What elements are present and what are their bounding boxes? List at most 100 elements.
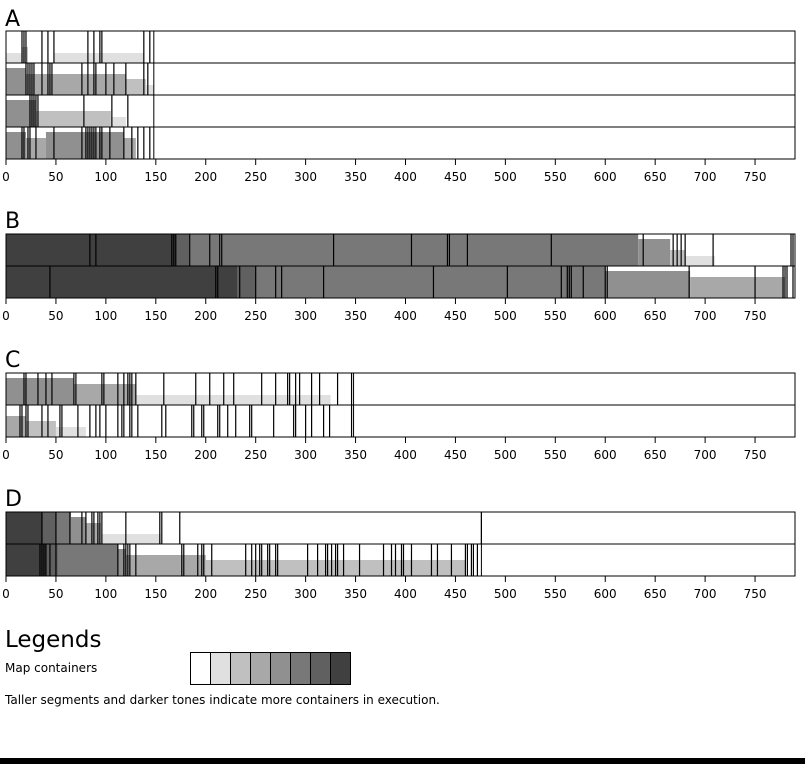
row-segment	[45, 132, 124, 159]
row-segment	[135, 395, 206, 405]
row-segment	[110, 117, 126, 127]
tick-label: 650	[644, 587, 667, 601]
tick-label: 300	[294, 170, 317, 184]
tick-label: 0	[2, 587, 10, 601]
tick-label: 250	[244, 309, 267, 323]
tick-label: 350	[344, 448, 367, 462]
row-background	[6, 95, 795, 127]
tick-label: 550	[544, 448, 567, 462]
tick-label: 500	[494, 587, 517, 601]
legend-swatch	[271, 653, 291, 684]
row-border	[5, 265, 796, 299]
row-segment	[73, 384, 136, 405]
tick-label: 600	[594, 309, 617, 323]
bottom-bar	[0, 758, 805, 764]
legend-title: Legends	[5, 627, 102, 653]
tick-label: 650	[644, 309, 667, 323]
legend-swatch	[191, 653, 211, 684]
tick-label: 700	[694, 170, 717, 184]
legend-swatch	[291, 653, 311, 684]
tick-label: 100	[94, 170, 117, 184]
tick-label: 250	[244, 587, 267, 601]
panel-label: A	[5, 7, 20, 32]
row-segment	[55, 512, 71, 544]
row-segment	[175, 234, 191, 266]
tick-label: 100	[94, 587, 117, 601]
row-segment	[123, 138, 136, 159]
panel-label: C	[5, 348, 20, 373]
row-segment	[6, 544, 40, 576]
tick-label: 50	[48, 170, 63, 184]
row-segment	[755, 277, 786, 298]
tick-label: 100	[94, 448, 117, 462]
tick-label: 600	[594, 448, 617, 462]
tick-label: 350	[344, 309, 367, 323]
row-segment	[6, 266, 50, 298]
tick-label: 750	[744, 587, 767, 601]
row-segment	[35, 111, 111, 127]
row-border	[5, 404, 796, 438]
row-segment	[605, 271, 691, 298]
tick-label: 700	[694, 309, 717, 323]
row-segment	[95, 74, 126, 95]
legend-swatches	[190, 652, 351, 685]
tick-label: 550	[544, 587, 567, 601]
tick-label: 650	[644, 448, 667, 462]
tick-label: 50	[48, 448, 63, 462]
tick-label: 200	[194, 170, 217, 184]
tick-label: 500	[494, 309, 517, 323]
row-segment	[41, 512, 56, 544]
tick-label: 400	[394, 170, 417, 184]
row-segment	[220, 234, 639, 266]
legend-swatch	[251, 653, 271, 684]
tick-label: 150	[144, 170, 167, 184]
row-segment	[6, 416, 26, 437]
tick-label: 150	[144, 309, 167, 323]
tick-label: 250	[244, 448, 267, 462]
legend-swatch	[331, 653, 350, 684]
tick-label: 250	[244, 170, 267, 184]
row-segment	[6, 378, 74, 405]
row-segment	[39, 544, 46, 576]
legend-note: Taller segments and darker tones indicat…	[5, 693, 440, 707]
tick-label: 50	[48, 309, 63, 323]
tick-label: 200	[194, 448, 217, 462]
row-segment	[21, 47, 28, 63]
tick-label: 50	[48, 587, 63, 601]
row-segment	[125, 555, 181, 576]
tick-label: 600	[594, 587, 617, 601]
row-segment	[255, 266, 276, 298]
tick-label: 750	[744, 448, 767, 462]
row-segment	[685, 256, 716, 266]
row-segment	[93, 53, 144, 63]
row-border	[5, 126, 796, 160]
tick-label: 550	[544, 170, 567, 184]
row-segment	[57, 544, 118, 576]
tick-label: 0	[2, 448, 10, 462]
panel-label: B	[5, 209, 20, 234]
tick-label: 300	[294, 448, 317, 462]
tick-label: 300	[294, 587, 317, 601]
tick-label: 100	[94, 309, 117, 323]
row-segment	[6, 68, 26, 95]
row-border	[5, 543, 796, 577]
tick-label: 200	[194, 587, 217, 601]
row-segment	[25, 421, 56, 437]
row-segment	[237, 266, 256, 298]
row-segment	[6, 132, 26, 159]
tick-label: 350	[344, 170, 367, 184]
tick-label: 500	[494, 448, 517, 462]
row-segment	[117, 549, 126, 576]
row-segment	[6, 100, 36, 127]
tick-label: 450	[444, 587, 467, 601]
tick-label: 150	[144, 448, 167, 462]
row-segment	[45, 544, 58, 576]
row-segment	[70, 517, 86, 544]
row-segment	[275, 266, 606, 298]
row-segment	[49, 266, 218, 298]
tick-label: 600	[594, 170, 617, 184]
tick-label: 700	[694, 448, 717, 462]
timeline-chart: A0 50 100 150 200 250 300 350 400 450 500 550 600 650…	[2, 7, 796, 601]
legend-swatch	[311, 653, 331, 684]
tick-label: 150	[144, 587, 167, 601]
